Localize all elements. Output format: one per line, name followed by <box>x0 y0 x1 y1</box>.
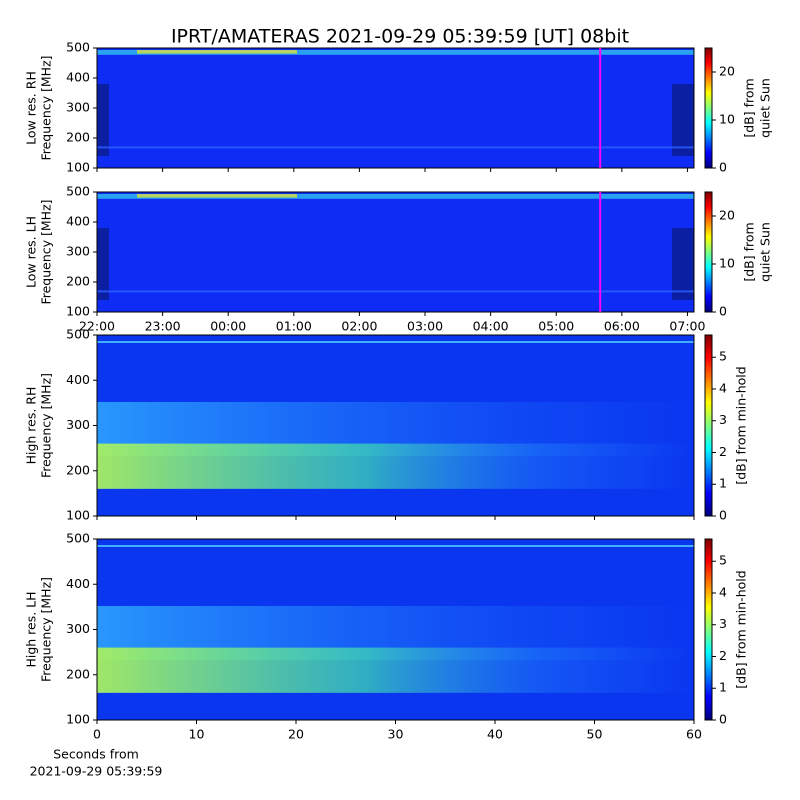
y-tick-label: 200 <box>66 130 90 145</box>
y-axis-label: Frequency [MHz] <box>39 577 54 682</box>
y-axis-label: Low res. LH <box>24 216 39 288</box>
y-tick-label: 400 <box>66 214 90 229</box>
y-tick-label: 500 <box>66 531 90 546</box>
spectrogram-band <box>137 50 297 54</box>
x-tick-label: 00:00 <box>210 319 246 334</box>
x-tick-label: 07:00 <box>669 319 705 334</box>
colorbar-label: [dB] from min-hold <box>734 570 749 688</box>
x-tick-label: 10 <box>189 727 205 742</box>
y-tick-label: 400 <box>66 576 90 591</box>
colorbar-tick-label: 0 <box>719 712 727 727</box>
y-tick-label: 400 <box>66 372 90 387</box>
colorbar-tick-label: 0 <box>719 508 727 523</box>
spectrogram-band <box>137 194 297 198</box>
x-tick-label: 06:00 <box>604 319 640 334</box>
x-tick-label: 60 <box>686 727 702 742</box>
x-tick-label: 50 <box>587 727 603 742</box>
y-axis-label: Frequency [MHz] <box>39 55 54 160</box>
colorbar-label: quiet Sun <box>758 78 773 138</box>
y-tick-label: 400 <box>66 70 90 85</box>
y-tick-label: 300 <box>66 244 90 259</box>
spectrogram-edge <box>97 84 109 156</box>
spectrogram-band <box>97 290 694 293</box>
y-tick-label: 200 <box>66 462 90 477</box>
colorbar-tick-label: 0 <box>719 304 727 319</box>
colorbar <box>704 191 713 313</box>
spectrogram <box>97 48 694 168</box>
colorbar-tick-label: 5 <box>719 349 727 364</box>
x-tick-label: 23:00 <box>145 319 181 334</box>
spectrogram <box>97 192 694 312</box>
x-tick-label: 04:00 <box>473 319 509 334</box>
y-tick-label: 100 <box>66 160 90 175</box>
colorbar-tick-label: 5 <box>719 553 727 568</box>
colorbar-label: [dB] from <box>742 78 757 137</box>
spectrogram-band <box>97 194 694 199</box>
colorbar-label: [dB] from <box>742 222 757 281</box>
colorbar-tick-label: 2 <box>719 648 727 663</box>
x-tick-label: 30 <box>388 727 404 742</box>
y-tick-label: 500 <box>66 327 90 342</box>
x-tick-label: 0 <box>93 727 101 742</box>
y-tick-label: 200 <box>66 666 90 681</box>
y-axis-label: Frequency [MHz] <box>39 199 54 304</box>
colorbar-tick-label: 3 <box>719 412 727 427</box>
colorbar-tick-label: 20 <box>719 208 735 223</box>
colorbar-tick-label: 1 <box>719 476 727 491</box>
colorbar-tick-label: 10 <box>719 112 735 127</box>
y-tick-label: 500 <box>66 184 90 199</box>
x-tick-label: 20 <box>288 727 304 742</box>
colorbar <box>704 334 713 517</box>
colorbar-label: quiet Sun <box>758 222 773 282</box>
x-tick-label: 01:00 <box>276 319 312 334</box>
spectrogram-band <box>97 50 694 55</box>
colorbar <box>704 47 713 169</box>
x-tick-label: 03:00 <box>407 319 443 334</box>
y-tick-label: 300 <box>66 621 90 636</box>
x-axis-label: 2021-09-29 05:39:59 <box>30 764 163 779</box>
colorbar-tick-label: 10 <box>719 256 735 271</box>
spectrogram-glow <box>97 647 694 693</box>
x-tick-label: 40 <box>487 727 503 742</box>
spectrogram-band <box>97 341 694 343</box>
y-axis-label: Low res. RH <box>24 71 39 145</box>
colorbar-tick-label: 2 <box>719 444 727 459</box>
x-tick-label: 22:00 <box>79 319 115 334</box>
spectrogram-edge <box>97 228 109 300</box>
y-axis-label: Frequency [MHz] <box>39 373 54 478</box>
colorbar-label: [dB] from min-hold <box>734 366 749 484</box>
y-tick-label: 200 <box>66 274 90 289</box>
y-axis-label: High res. RH <box>24 387 39 465</box>
y-tick-label: 100 <box>66 712 90 727</box>
x-axis-label: Seconds from <box>53 747 139 762</box>
spectrogram-band <box>97 545 694 547</box>
colorbar-tick-label: 4 <box>719 584 727 599</box>
colorbar-tick-label: 1 <box>719 680 727 695</box>
spectrogram-band <box>97 146 694 149</box>
colorbar-tick-label: 20 <box>719 64 735 79</box>
colorbar-tick-label: 0 <box>719 160 727 175</box>
spectrogram-edge <box>672 84 694 156</box>
colorbar-tick-label: 4 <box>719 380 727 395</box>
x-tick-label: 02:00 <box>341 319 377 334</box>
y-tick-label: 300 <box>66 417 90 432</box>
y-tick-label: 100 <box>66 304 90 319</box>
colorbar <box>704 538 713 721</box>
figure-title: IPRT/AMATERAS 2021-09-29 05:39:59 [UT] 0… <box>171 26 629 48</box>
colorbar-tick-label: 3 <box>719 616 727 631</box>
spectrogram-edge <box>672 228 694 300</box>
y-tick-label: 100 <box>66 508 90 523</box>
x-tick-label: 05:00 <box>538 319 574 334</box>
spectrogram-glow <box>97 443 694 489</box>
y-tick-label: 500 <box>66 40 90 55</box>
y-axis-label: High res. LH <box>24 591 39 667</box>
y-tick-label: 300 <box>66 100 90 115</box>
